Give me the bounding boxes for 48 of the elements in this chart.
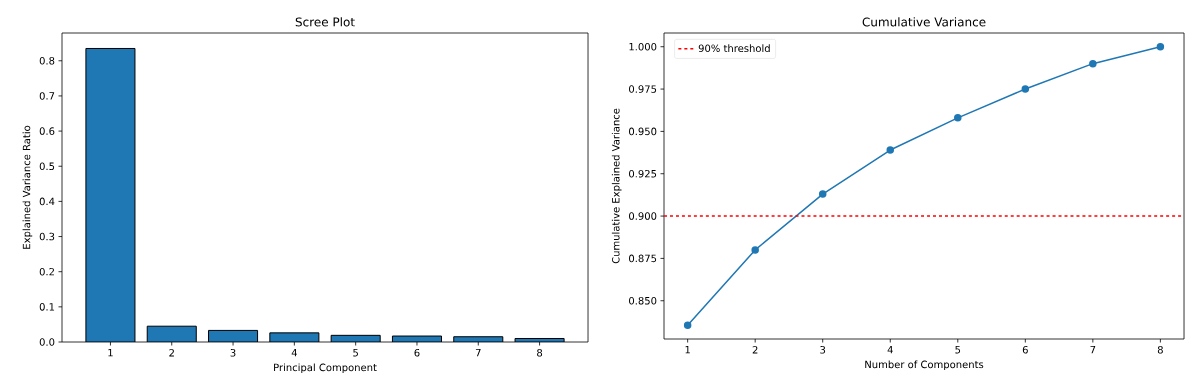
y-tick-label: 1.000 <box>629 42 657 51</box>
x-tick-label: 8 <box>1157 346 1163 354</box>
y-tick-label: 0.5 <box>39 162 55 171</box>
x-tick-label: 4 <box>887 346 893 354</box>
y-axis-title: Cumulative Explained Variance <box>611 108 622 264</box>
y-tick-label: 0.925 <box>629 169 657 178</box>
x-tick-label: 5 <box>955 346 961 354</box>
x-axis-title: Principal Component <box>274 363 377 374</box>
x-tick-label: 7 <box>475 349 481 357</box>
x-tick-label: 1 <box>685 346 690 354</box>
x-axis-title: Number of Components <box>865 360 984 371</box>
x-tick-label: 3 <box>820 346 826 354</box>
point <box>751 246 759 254</box>
x-tick-label: 6 <box>414 349 420 357</box>
y-tick-label: 0.975 <box>629 85 657 93</box>
x-tick-label: 4 <box>291 349 297 357</box>
x-tick-label: 2 <box>169 349 174 357</box>
point <box>954 114 962 122</box>
x-tick-label: 7 <box>1090 346 1096 354</box>
y-tick-label: 0.900 <box>629 212 657 220</box>
x-tick-label: 1 <box>108 349 113 357</box>
legend-label: 90% threshold <box>698 44 770 53</box>
point <box>683 321 692 330</box>
x-tick-label: 2 <box>752 346 758 354</box>
chart-title: Scree Plot <box>295 17 355 27</box>
point <box>1156 42 1165 51</box>
y-tick-label: 0.2 <box>39 267 54 276</box>
y-tick-label: 0.875 <box>629 254 657 263</box>
y-tick-label: 0.1 <box>39 303 55 311</box>
point <box>886 146 894 154</box>
point <box>1021 85 1030 93</box>
y-tick-label: 0.950 <box>629 127 657 136</box>
y-axis-title: Explained Variance Ratio <box>22 125 33 249</box>
y-tick-label: 0.8 <box>39 56 55 65</box>
point <box>818 190 827 198</box>
bar <box>85 48 135 343</box>
y-tick-label: 0.850 <box>629 296 657 305</box>
y-tick-label: 0.3 <box>39 232 55 241</box>
chart-title: Cumulative Variance <box>862 17 986 27</box>
x-tick-label: 6 <box>1022 346 1028 354</box>
y-tick-label: 0.4 <box>39 197 55 206</box>
y-tick-label: 0.6 <box>39 127 55 135</box>
y-tick-label: 0.7 <box>39 92 55 100</box>
point <box>1089 59 1097 68</box>
x-tick-label: 8 <box>537 349 543 357</box>
x-tick-label: 3 <box>230 349 236 357</box>
x-tick-label: 5 <box>353 349 358 357</box>
y-tick-label: 0.0 <box>39 338 55 346</box>
